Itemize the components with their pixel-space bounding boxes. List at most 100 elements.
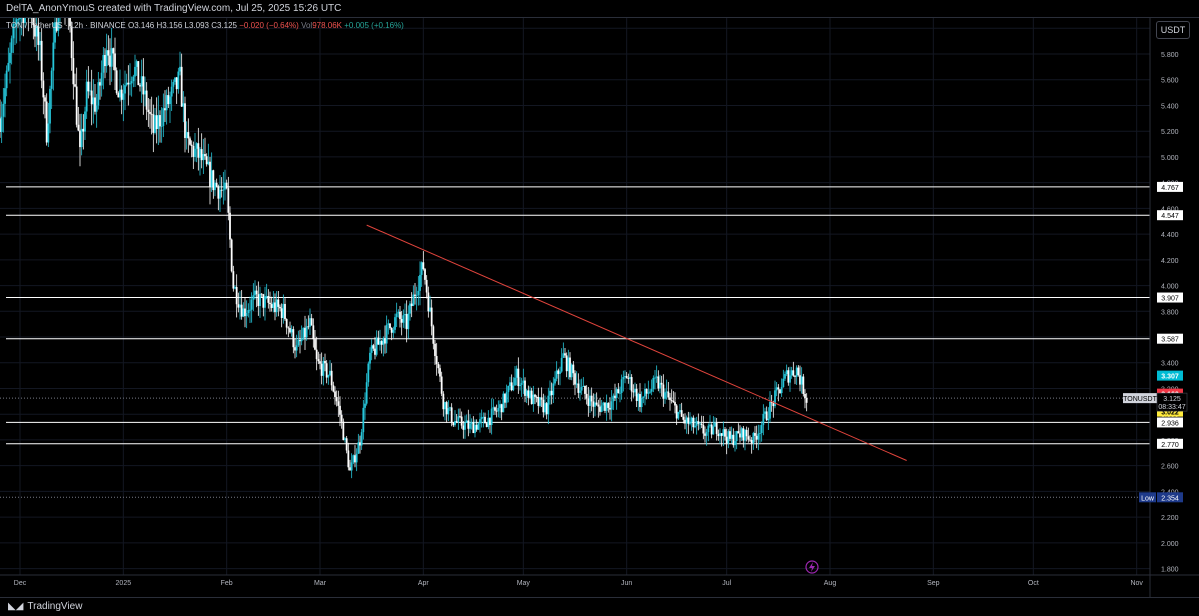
time-tick-label: Apr [418, 580, 430, 587]
candle-body [805, 398, 808, 403]
candle-body [697, 421, 700, 424]
candle-body [480, 417, 483, 420]
candle-body [499, 404, 501, 408]
candle-body [734, 441, 736, 446]
candle-body [684, 419, 686, 424]
candle-body [692, 417, 695, 428]
candle-body [42, 80, 45, 98]
candle-body [234, 286, 236, 289]
candle-body [542, 399, 545, 413]
candle-body [222, 189, 225, 191]
price-tag-label: 3.022 [1161, 410, 1179, 417]
candle-body [412, 294, 415, 307]
candle-body [482, 416, 485, 418]
candle-body [144, 90, 146, 95]
candle-body [250, 299, 253, 310]
candle-body [190, 144, 193, 146]
candle-body [277, 299, 280, 307]
candle-body [630, 377, 633, 392]
candle-body [294, 347, 296, 351]
candle-body [622, 376, 625, 380]
candle-body [115, 70, 118, 94]
candle-body [232, 271, 235, 289]
candle-body [4, 88, 6, 104]
candle-body [119, 89, 121, 98]
candle-body [754, 433, 756, 436]
candle-body [574, 373, 576, 385]
price-axis[interactable]: 6.0005.8005.6005.4005.2005.0004.8004.600… [1149, 18, 1199, 597]
candle-body [312, 325, 315, 340]
candle-body [594, 402, 596, 407]
candle-body [400, 318, 403, 323]
candle-body [589, 395, 591, 406]
candle-body [325, 363, 328, 378]
candle-body [189, 138, 191, 145]
candle-body [764, 411, 766, 414]
candle-body [179, 66, 181, 72]
candle-body [260, 293, 263, 295]
candle-body [220, 189, 223, 191]
candle-body [632, 391, 635, 393]
change-value: −0.020 (−0.64%) [239, 21, 299, 30]
candle-body [87, 81, 90, 92]
candle-body [390, 328, 393, 333]
candle-body [322, 360, 325, 376]
candle-body [70, 26, 73, 59]
candle-body [579, 390, 581, 393]
current-price-tag [1156, 392, 1188, 412]
candle-body [735, 431, 738, 442]
countdown-label: 08:33:47 [1158, 404, 1185, 411]
candle-body [714, 422, 716, 427]
candle-body [702, 424, 705, 434]
candle-body [655, 376, 658, 378]
price-tick-label: 2.000 [1161, 541, 1179, 548]
candle-body [219, 189, 221, 199]
candle-body [247, 310, 250, 314]
candle-body [525, 390, 528, 396]
candle-body [44, 97, 46, 102]
candle-body [245, 313, 248, 317]
candle-body [599, 406, 601, 412]
candle-body [22, 18, 25, 23]
price-chart[interactable]: 6.0005.8005.6005.4005.2005.0004.8004.600… [0, 18, 1199, 597]
candle-body [197, 143, 200, 158]
volume-label: Vol [301, 21, 313, 30]
candle-body [169, 96, 171, 105]
candle-body [272, 302, 275, 308]
candle-body [209, 161, 211, 187]
candle-body [339, 405, 341, 415]
candle-body [12, 23, 15, 39]
level-tag [1157, 333, 1183, 344]
tradingview-logo[interactable]: ◣◢ TradingView [8, 598, 82, 616]
candle-body [177, 71, 180, 90]
price-tick-label: 4.400 [1161, 232, 1179, 239]
candle-body [457, 416, 460, 422]
candle-body [435, 355, 438, 365]
price-tick-label: 5.600 [1161, 78, 1179, 85]
candle-body [14, 23, 16, 25]
candle-body [249, 309, 251, 311]
time-axis[interactable]: Dec 2025 Feb Mar Apr May Jun Jul Aug Sep Oct Nov [0, 574, 1199, 587]
candle-body [634, 388, 636, 393]
candle-body [210, 170, 213, 187]
candle-body [117, 93, 120, 98]
candle-body [127, 82, 130, 85]
candle-body [417, 290, 420, 296]
candle-body [615, 389, 618, 398]
candle-body [387, 323, 390, 325]
currency-button[interactable]: USDT [1156, 21, 1190, 39]
candle-body [415, 295, 418, 297]
candle-body [617, 389, 620, 394]
candle-body [240, 304, 243, 317]
candle-body [770, 401, 773, 403]
candle-body [352, 455, 355, 463]
level-tag-label: 4.767 [1161, 185, 1179, 192]
candle-body [7, 62, 10, 71]
candle-body [47, 123, 50, 143]
candle-body [397, 311, 400, 314]
price-tick-label: 3.800 [1161, 309, 1179, 316]
lightning-icon [805, 560, 819, 574]
candle-body [765, 411, 768, 421]
candle-body [82, 128, 85, 132]
candle-body [624, 376, 626, 377]
